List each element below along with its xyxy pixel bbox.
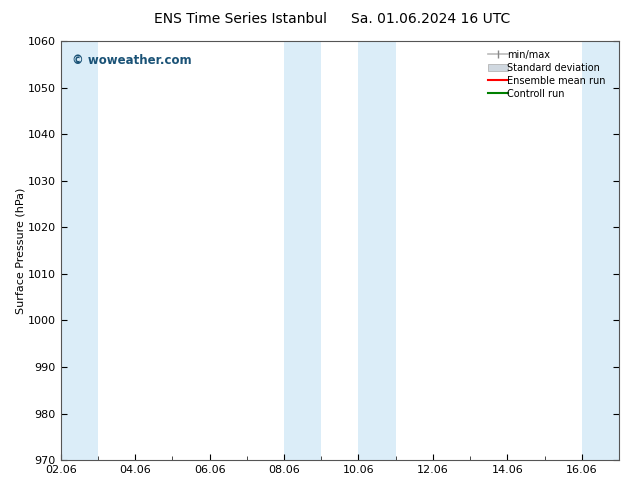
Y-axis label: Surface Pressure (hPa): Surface Pressure (hPa)	[15, 187, 25, 314]
Bar	[284, 41, 321, 460]
Bar	[42, 41, 98, 460]
Bar	[358, 41, 396, 460]
Text: Sa. 01.06.2024 16 UTC: Sa. 01.06.2024 16 UTC	[351, 12, 511, 26]
Bar	[582, 41, 619, 460]
Text: © woweather.com: © woweather.com	[72, 53, 191, 67]
Text: ENS Time Series Istanbul: ENS Time Series Istanbul	[155, 12, 327, 26]
Legend: min/max, Standard deviation, Ensemble mean run, Controll run: min/max, Standard deviation, Ensemble me…	[484, 46, 614, 102]
